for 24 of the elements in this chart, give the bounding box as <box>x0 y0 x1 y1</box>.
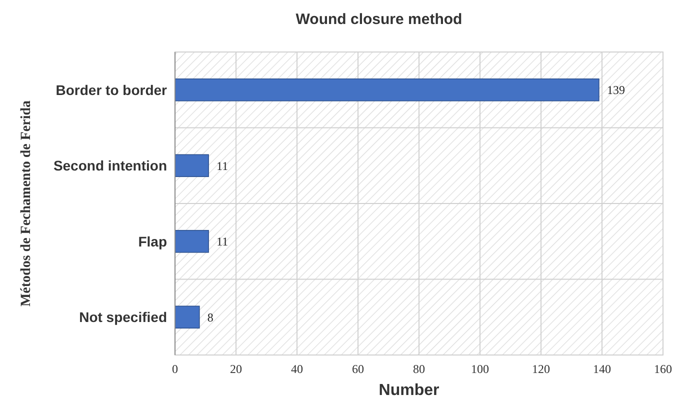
x-tick-label: 120 <box>532 362 550 376</box>
y-tick-label: Flap <box>138 233 167 250</box>
x-tick-label: 0 <box>172 362 178 376</box>
bar <box>174 230 209 253</box>
data-label: 11 <box>216 158 228 173</box>
x-axis-title: Number <box>378 382 440 399</box>
x-tick-label: 80 <box>413 362 425 376</box>
y-tick-label: Border to border <box>56 82 168 98</box>
x-tick-label: 60 <box>352 362 364 376</box>
data-label: 11 <box>216 234 228 249</box>
bar <box>174 78 600 102</box>
chart-title: Wound closure method <box>296 11 462 28</box>
x-tick-label: 20 <box>230 362 242 376</box>
y-axis-title: Métodos de Fechamento de Ferida <box>19 100 34 307</box>
data-label: 8 <box>207 310 214 324</box>
y-tick-label: Not specified <box>79 309 167 326</box>
bar <box>174 154 209 178</box>
x-tick-label: 100 <box>471 362 489 376</box>
x-tick-label: 140 <box>593 362 611 376</box>
x-tick-label: 40 <box>291 362 303 376</box>
y-tick-label: Second intention <box>53 158 167 174</box>
bar <box>174 306 200 329</box>
x-tick-label: 160 <box>654 362 672 376</box>
data-label: 139 <box>606 83 625 98</box>
